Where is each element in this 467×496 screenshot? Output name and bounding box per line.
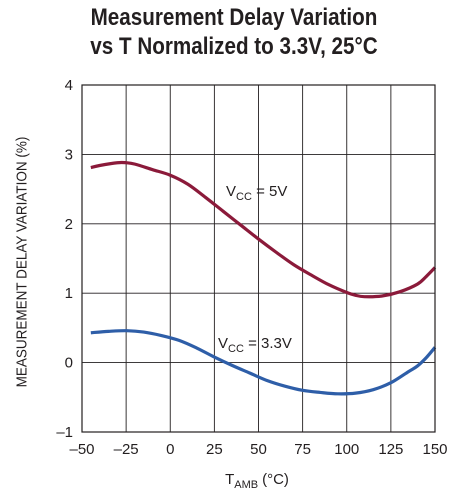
x-tick-label: 125 (378, 441, 403, 458)
chart-title-line2: vs T Normalized to 3.3V, 25°C (90, 33, 378, 60)
grid-lines (81, 84, 436, 433)
x-tick-label: –50 (69, 441, 94, 458)
y-tick-label: 1 (65, 285, 73, 302)
tick-labels: –50 –25 0 25 50 75 100 125 150 –1 0 1 2 3 4 (56, 77, 447, 458)
y-tick-label: 2 (65, 216, 73, 233)
y-tick-label: 0 (65, 355, 73, 372)
series-label-5v-suffix: = 5V (252, 183, 287, 200)
x-tick-label: –25 (114, 441, 139, 458)
chart-title-line1: Measurement Delay Variation (90, 4, 378, 31)
x-tick-label: 75 (294, 441, 311, 458)
series-label-5v-main: V (226, 183, 236, 200)
series-label-3v3-main: V (218, 335, 228, 352)
x-tick-label: 50 (250, 441, 267, 458)
x-axis-label-unit: (°C) (262, 471, 289, 488)
series-lines (90, 160, 437, 396)
plot-frame (81, 84, 436, 433)
series-line-3v3 (90, 329, 437, 396)
series-label-3v3: VCC = 3.3V (218, 335, 292, 355)
x-tick-label: 25 (206, 441, 223, 458)
series-label-3v3-suffix: = 3.3V (244, 335, 292, 352)
x-axis-label-sub: AMB (234, 479, 258, 491)
x-tick-label: 100 (334, 441, 359, 458)
y-tick-label: 4 (65, 77, 73, 94)
x-tick-label: 150 (422, 441, 447, 458)
x-tick-label: 0 (166, 441, 174, 458)
x-axis-label: TAMB (°C) (225, 471, 289, 491)
y-tick-label: 3 (65, 146, 73, 163)
series-line-5v (90, 160, 437, 299)
y-tick-label: –1 (56, 424, 73, 441)
series-label-5v-sub: CC (236, 191, 252, 203)
series-label-3v3-sub: CC (228, 343, 244, 355)
x-axis-label-main: T (225, 471, 234, 488)
series-label-5v: VCC = 5V (226, 183, 287, 203)
